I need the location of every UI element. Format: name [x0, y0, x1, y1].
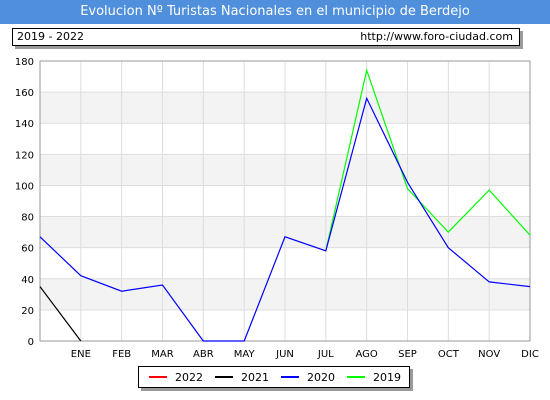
- legend-label: 2022: [175, 370, 203, 384]
- legend-swatch: [215, 376, 233, 378]
- source-url: http://www.foro-ciudad.com: [360, 30, 513, 43]
- legend-item-2021: 2021: [215, 367, 269, 387]
- x-tick-label: ABR: [193, 349, 214, 360]
- x-tick-label: FEB: [112, 349, 131, 360]
- x-tick-label: ENE: [71, 349, 91, 360]
- legend-label: 2020: [307, 370, 335, 384]
- series-line-2021: [39, 286, 82, 342]
- x-tick-label: DIC: [521, 349, 539, 360]
- plot-border: [39, 60, 531, 342]
- y-tick-label: 120: [15, 150, 34, 161]
- legend-item-2020: 2020: [281, 367, 335, 387]
- x-tick-label: AGO: [356, 349, 378, 360]
- legend-swatch: [149, 376, 167, 378]
- legend-label: 2021: [241, 370, 269, 384]
- year-range: 2019 - 2022: [17, 30, 84, 43]
- y-tick-label: 180: [15, 57, 34, 68]
- series-line-2020: [39, 96, 531, 342]
- y-tick-label: 60: [21, 244, 34, 255]
- y-tick-label: 140: [15, 119, 34, 130]
- y-tick-label: 100: [15, 181, 34, 192]
- x-tick-label: SEP: [398, 349, 417, 360]
- x-tick-label: MAR: [151, 349, 173, 360]
- chart-title: Evolucion Nº Turistas Nacionales en el m…: [0, 0, 550, 24]
- x-tick-label: JUL: [317, 349, 334, 360]
- y-tick-label: 20: [21, 306, 34, 317]
- x-tick-label: MAY: [234, 349, 256, 360]
- legend-item-2022: 2022: [149, 367, 203, 387]
- chart-legend: 2022 2021 2020 2019: [138, 366, 410, 388]
- info-bar: 2019 - 2022 http://www.foro-ciudad.com: [12, 28, 520, 46]
- y-tick-label: 80: [21, 213, 34, 224]
- x-tick-label: JUN: [275, 349, 294, 360]
- y-tick-label: 0: [28, 337, 34, 348]
- y-tick-label: 160: [15, 88, 34, 99]
- legend-swatch: [281, 376, 299, 378]
- x-tick-label: OCT: [438, 349, 460, 360]
- legend-swatch: [347, 376, 365, 378]
- y-tick-label: 40: [21, 275, 34, 286]
- series-line-2019: [325, 68, 531, 251]
- x-tick-label: NOV: [478, 349, 500, 360]
- legend-label: 2019: [373, 370, 401, 384]
- legend-item-2019: 2019: [347, 367, 401, 387]
